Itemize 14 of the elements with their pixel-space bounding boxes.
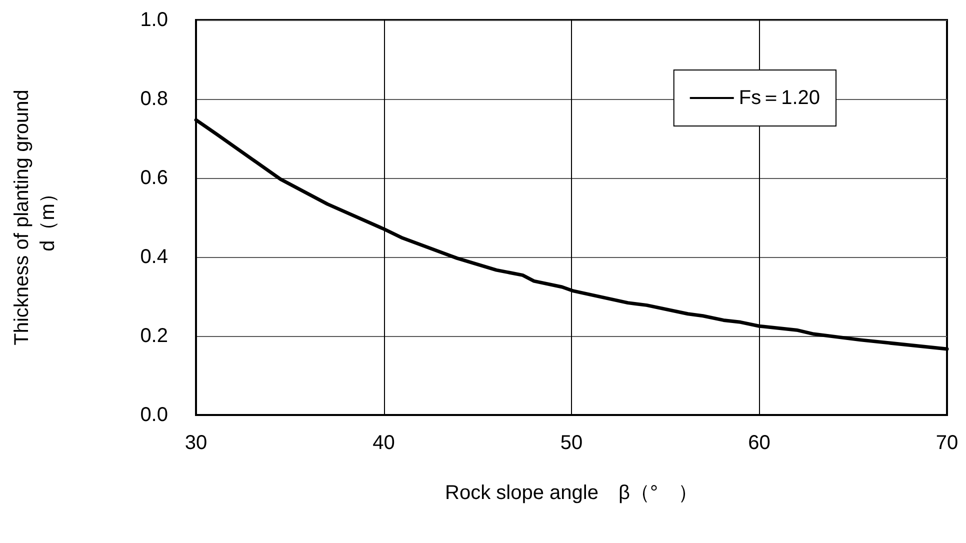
y-tick-label: 0.0: [140, 404, 168, 426]
x-tick-label: 60: [748, 432, 770, 454]
y-tick-label: 0.2: [140, 325, 168, 347]
x-tick-label: 50: [560, 432, 583, 454]
legend-label: Fs＝1.20: [738, 87, 820, 109]
y-tick-label: 0.4: [140, 246, 168, 268]
x-tick-label: 70: [936, 432, 958, 454]
y-axis-title: Thickness of planting ground d（m）: [11, 90, 59, 346]
x-axis-title: Rock slope angle β（° ）: [445, 482, 698, 504]
x-tick-label: 40: [372, 432, 395, 454]
y-tick-label: 0.8: [140, 88, 168, 110]
x-tick-label: 30: [184, 432, 208, 454]
y-tick-label: 1.0: [140, 9, 168, 31]
y-tick-label: 0.6: [140, 167, 168, 189]
